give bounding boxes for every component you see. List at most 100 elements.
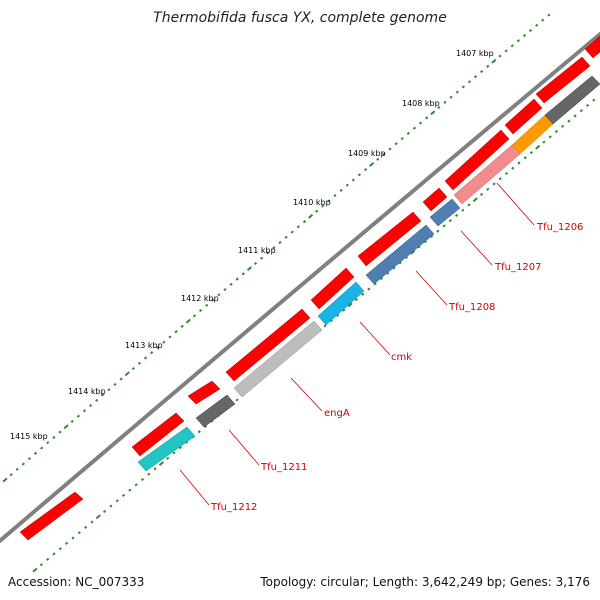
ruler-tick [58,430,62,434]
ruler-tick [351,178,355,182]
gene-label[interactable]: Tfu_1208 [448,302,495,313]
ruler-ticks-outer [2,13,551,483]
cds-block[interactable] [19,491,84,541]
ruler-tick [367,287,371,291]
ruler-tick [33,451,38,455]
ruler-tick [461,208,465,212]
gene-label[interactable]: engA [324,408,350,419]
ruler-tick [290,230,294,234]
gene-Tfu_1212[interactable] [137,426,196,472]
ruler-tick [561,124,565,128]
ruler-tick [119,377,123,381]
ruler-tick [134,483,138,487]
cds-block[interactable] [357,211,422,267]
genome-backbone [0,31,600,544]
ruler-tick [88,404,93,408]
ruler-tick [461,85,465,89]
cds-block[interactable] [444,129,510,191]
ruler-tick [406,131,410,135]
ruler-tick [246,266,252,272]
ruler-tick [95,398,99,402]
ruler-label: 1414 kbp [68,387,106,396]
ruler-tick [76,414,80,418]
ruler-tick [523,156,527,160]
ruler-label: 1409 kbp [348,149,386,158]
ruler-tick [150,351,154,355]
ruler-tick [32,567,38,573]
ruler-tick [172,451,176,455]
ruler-tick [198,309,203,313]
gene-label[interactable]: Tfu_1211 [260,462,307,473]
gene-engA[interactable] [233,320,323,398]
ruler-tick [27,457,32,461]
ruler-tick [335,313,340,317]
ruler-tick [398,261,402,265]
ruler-tick [516,39,520,43]
ruler-label: 1413 kbp [125,341,163,350]
ruler-tick [394,142,398,146]
ruler-tick [492,182,496,186]
ruler-tick [315,209,319,213]
cds-block[interactable] [310,267,355,310]
ruler-tick [423,240,427,244]
gene-label[interactable]: Tfu_1207 [494,262,541,273]
map-title: Thermobifida fusca YX, complete genome [153,10,447,26]
gene-gray[interactable] [544,75,600,125]
ruler-tick [308,214,314,219]
ruler-tick [124,371,130,377]
ruler-tick [2,477,8,483]
ruler-tick [491,58,497,64]
ruler-tick [185,318,191,324]
cds-block[interactable] [131,412,185,457]
ruler-tick [39,563,43,567]
cds-block[interactable] [504,98,543,135]
ruler-tick [131,366,135,371]
ruler-tick [180,324,184,328]
ruler-tick [333,194,337,198]
cds-block[interactable] [225,308,311,382]
gene-Tfu_1208[interactable] [365,224,435,285]
ruler-tick [143,356,148,360]
gene-label[interactable]: Tfu_1206 [536,222,583,233]
gene-Tfu_1207[interactable] [429,198,461,227]
ruler-tick [404,255,409,260]
gene-label[interactable]: cmk [391,352,412,363]
ruler-tick [82,409,87,413]
ruler-tick [174,330,178,334]
gene-cmk[interactable] [317,281,365,326]
cds-block[interactable] [187,380,221,405]
gene-label[interactable]: Tfu_1212 [210,502,257,513]
ruler-tick [15,467,19,471]
ruler-tick [58,547,62,551]
ruler-tick [113,382,117,386]
ruler-tick [504,49,508,53]
cds-block[interactable] [535,56,591,104]
ruler-tick [147,472,151,476]
ruler-tick [260,256,264,260]
ruler-label: 1411 kbp [238,246,276,255]
ruler-label: 1408 kbp [402,99,440,108]
ruler-tick [323,324,327,328]
ruler-tick [585,103,590,108]
ruler-tick [510,44,514,48]
ruler-tick [535,23,539,27]
summary-text: Topology: circular; Length: 3,642,249 bp… [260,575,590,589]
ruler-tick [153,467,157,471]
ruler-tick [156,345,160,350]
ruler-tick [70,419,74,424]
ruler-tick [357,173,362,177]
ruler-tick [579,109,583,113]
ruler-tick [354,298,358,302]
cds-block[interactable] [584,35,600,59]
ruler-tick [128,488,132,492]
gene-Tfu_1211[interactable] [195,394,236,428]
ruler-tick [486,187,490,191]
cds-block[interactable] [422,187,448,212]
ruler-tick [430,110,436,116]
ruler-tick [448,219,452,223]
ruler-tick [137,361,142,365]
ruler-tick [345,183,349,187]
ruler-tick [140,477,145,482]
ruler-label: 1407 kbp [456,49,494,58]
